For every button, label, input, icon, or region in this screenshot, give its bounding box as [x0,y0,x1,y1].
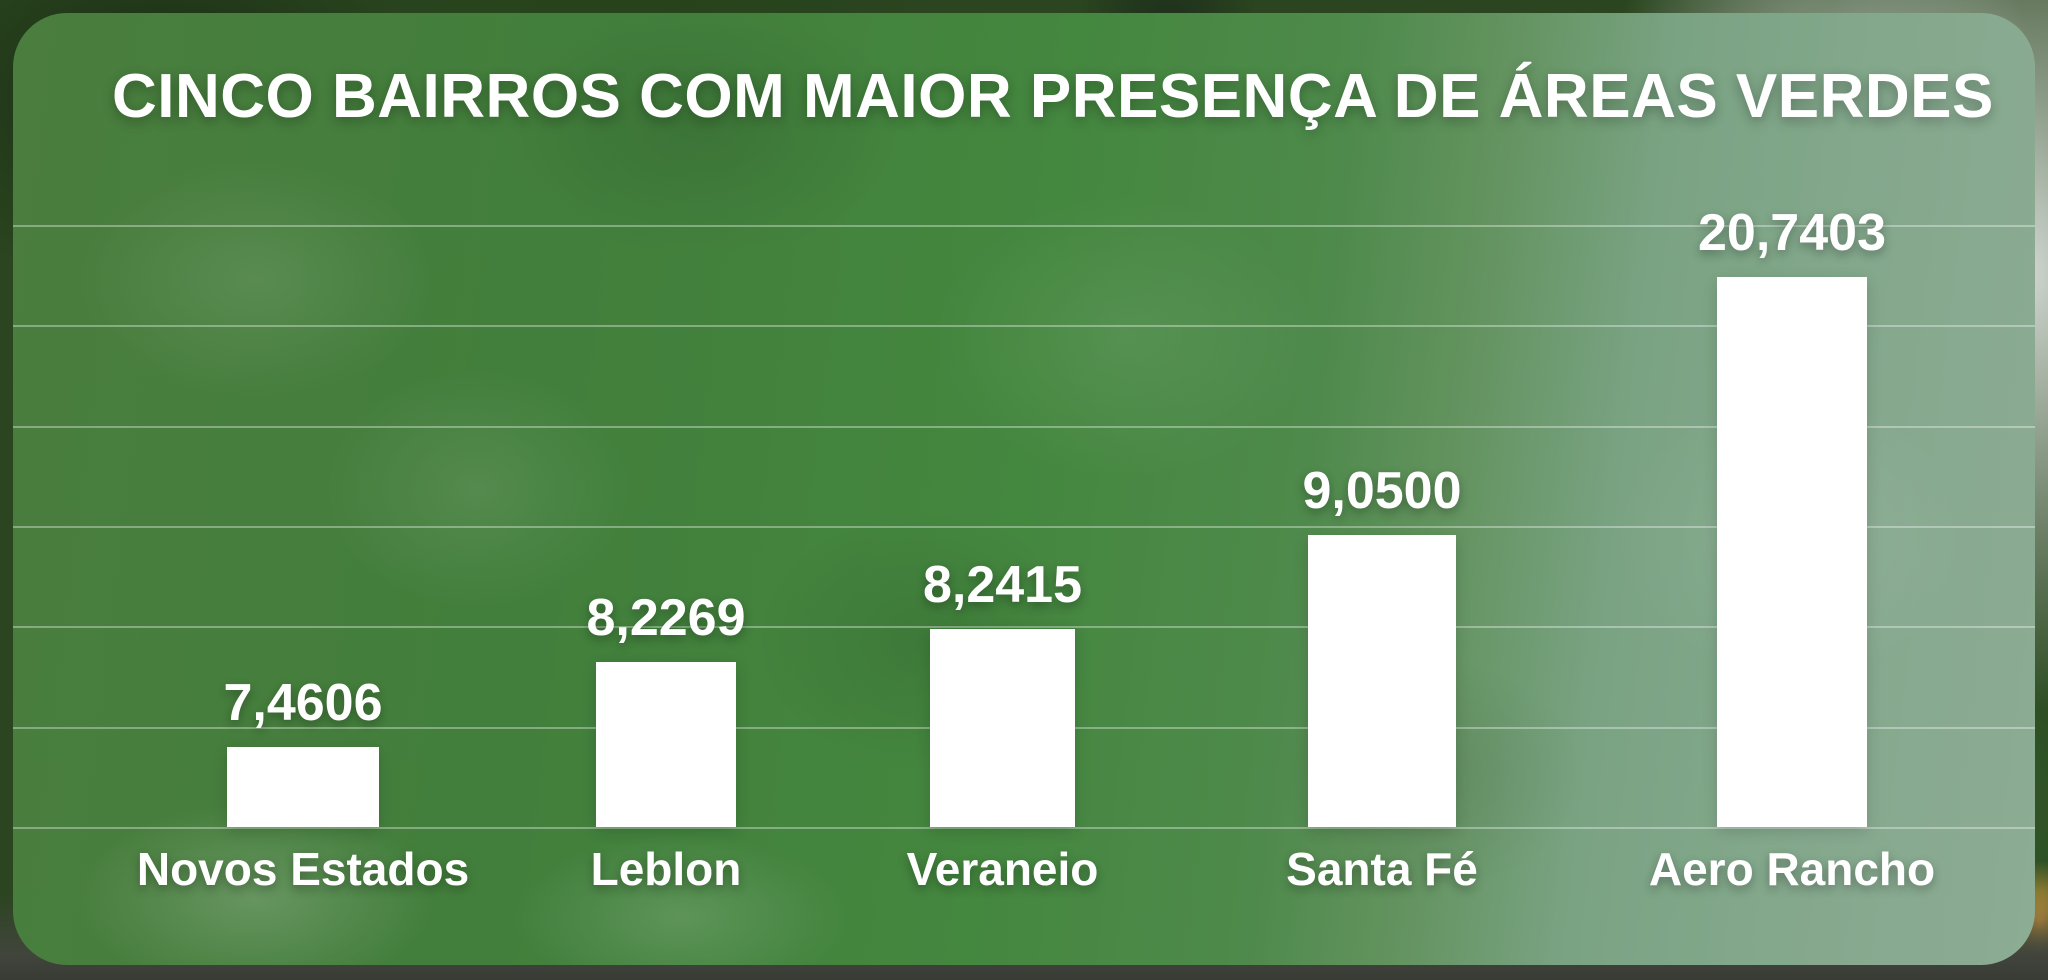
gridline [13,827,2035,829]
bar-value-label: 8,2269 [586,589,746,647]
gridline [13,225,2035,227]
bar [596,662,736,827]
category-label: Aero Rancho [1648,843,1936,895]
category-label: Novos Estados [136,843,470,895]
bar-value-label: 7,4606 [223,674,383,732]
gridline [13,626,2035,628]
bar [1717,277,1867,827]
bar-value-label: 9,0500 [1302,462,1462,520]
gridline [13,325,2035,327]
chart-card: CINCO BAIRROS COM MAIOR PRESENÇA DE ÁREA… [13,13,2035,965]
bar [930,629,1075,827]
bar-value-label: 8,2415 [922,556,1083,614]
chart-title: CINCO BAIRROS COM MAIOR PRESENÇA DE ÁREA… [112,62,1994,131]
gridline [13,526,2035,528]
plot-area: 7,4606 Novos Estados 8,2269 Leblon 8,2415 Ver… [13,13,2035,965]
category-label: Veraneio [906,843,1099,895]
gridline [13,426,2035,428]
bar [1308,535,1456,827]
category-label: Leblon [590,843,742,895]
bar-value-label: 20,7403 [1698,204,1886,262]
category-label: Santa Fé [1286,843,1478,895]
bar [227,747,379,827]
